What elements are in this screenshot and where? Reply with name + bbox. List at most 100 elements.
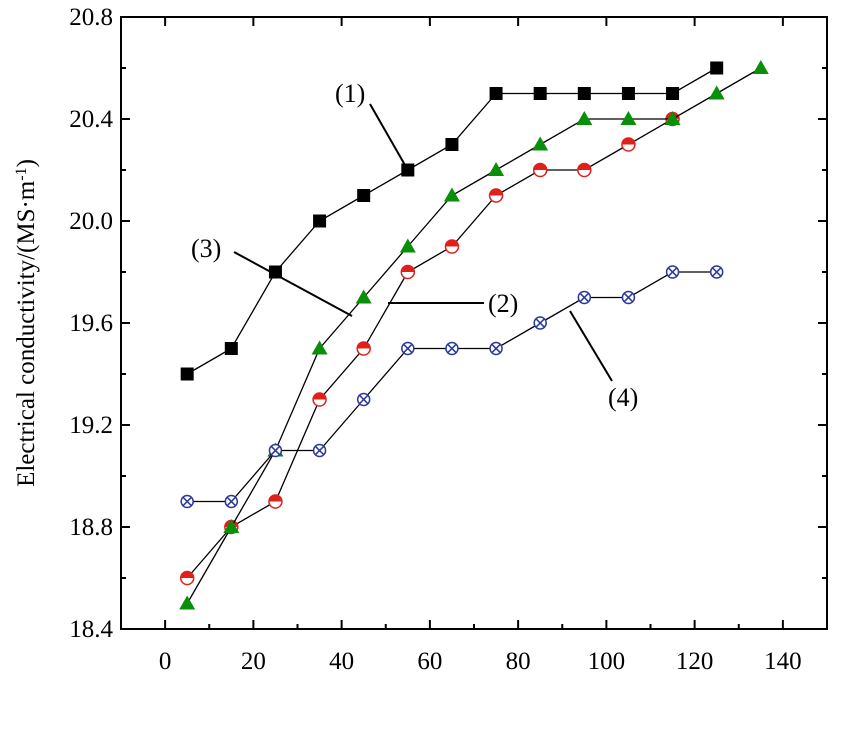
data-point-half-circle: [621, 137, 636, 152]
data-point-square: [533, 87, 547, 100]
data-point-crossed-circle: [312, 443, 327, 458]
y-axis-title-main: Electrical conductivity/(MS·m: [13, 180, 40, 487]
data-point-square: [577, 87, 591, 100]
data-point-triangle: [399, 238, 416, 253]
data-point-triangle: [223, 519, 240, 533]
series-line: [186, 67, 762, 604]
series-s4: [180, 265, 724, 509]
marker-fill: [268, 495, 282, 502]
data-point-triangle: [443, 187, 460, 202]
data-point-half-circle: [268, 494, 283, 509]
series-annotation: (2): [388, 289, 518, 318]
marker-cross: [623, 292, 634, 303]
data-point-half-circle: [444, 239, 460, 254]
annotations: (1) (2) (3) (4): [191, 79, 638, 412]
marker-fill: [357, 342, 371, 349]
data-point-square: [666, 87, 680, 100]
y-tick-label: 20.8: [69, 4, 113, 31]
y-tick-label: 20.0: [69, 208, 113, 235]
data-point-square: [621, 87, 635, 100]
data-point-crossed-circle: [709, 265, 724, 279]
marker-cross: [447, 343, 457, 354]
marker-fill: [445, 240, 459, 247]
marker-fill: [313, 393, 327, 400]
data-point-crossed-circle: [489, 341, 503, 356]
data-point-crossed-circle: [533, 316, 547, 330]
data-point-square: [445, 138, 459, 151]
data-point-square: [489, 87, 503, 100]
x-tick-label: 60: [417, 648, 442, 675]
data-point-half-circle: [577, 162, 592, 178]
data-point-crossed-circle: [401, 341, 415, 356]
data-point-triangle: [488, 162, 505, 176]
data-point-half-circle: [179, 570, 195, 586]
marker-cross: [314, 445, 325, 456]
data-point-half-circle: [356, 341, 371, 356]
data-point-triangle: [311, 340, 328, 355]
series-annotation: (1): [335, 79, 409, 171]
annotation-leader-line: [233, 251, 353, 317]
series-layer: [179, 60, 769, 610]
data-point-triangle: [620, 111, 637, 125]
data-point-triangle: [179, 595, 196, 610]
y-tick-label: 19.6: [69, 310, 113, 337]
y-tick-label: 18.8: [69, 514, 113, 541]
y-tick-label: 20.4: [69, 106, 113, 133]
marker-cross: [226, 496, 237, 507]
series-annotation: (3): [191, 234, 353, 317]
data-point-half-circle: [532, 162, 548, 178]
data-point-half-circle: [400, 264, 416, 280]
data-point-half-circle: [488, 188, 504, 203]
series-annotation: (4): [569, 310, 638, 412]
marker-fill: [533, 163, 547, 170]
y-axis-title-close: ): [13, 159, 40, 167]
y-tick-label: 19.2: [69, 412, 113, 439]
x-tick-label: 0: [159, 648, 172, 675]
data-point-triangle: [576, 111, 593, 125]
series-s1: [180, 61, 724, 381]
data-point-square: [357, 189, 371, 202]
data-point-triangle: [532, 136, 549, 151]
series-line: [186, 67, 718, 375]
annotation-leader-line: [569, 310, 613, 382]
data-point-square: [710, 61, 724, 75]
annotation-label: (2): [488, 289, 518, 318]
data-point-crossed-circle: [665, 265, 680, 279]
annotation-label: (1): [335, 79, 365, 108]
marker-cross: [579, 292, 590, 303]
y-axis-title: Electrical conductivity/(MS·m-1): [13, 159, 41, 487]
marker-fill: [180, 571, 194, 578]
x-tick-label: 20: [241, 648, 266, 675]
data-point-square: [224, 342, 238, 355]
marker-cross: [182, 496, 192, 507]
marker-fill: [401, 265, 415, 272]
marker-fill: [489, 189, 503, 196]
x-tick-label: 80: [506, 648, 531, 675]
data-point-triangle: [355, 289, 372, 304]
marker-cross: [491, 343, 501, 354]
annotation-label: (3): [191, 234, 221, 263]
annotation-leader-line: [369, 103, 409, 171]
data-point-crossed-circle: [577, 290, 592, 305]
data-point-square: [180, 367, 194, 381]
marker-cross: [358, 394, 369, 405]
marker-fill: [577, 163, 591, 170]
marker-cross: [667, 267, 678, 277]
series-s3: [179, 60, 769, 610]
marker-cross: [403, 343, 413, 354]
data-point-triangle: [708, 85, 725, 100]
data-point-square: [313, 214, 327, 228]
data-point-triangle: [664, 111, 681, 125]
x-tick-label: 120: [676, 648, 714, 675]
data-point-triangle: [752, 60, 769, 74]
y-axis-title-superscript: -1: [13, 167, 30, 180]
data-point-crossed-circle: [268, 443, 283, 458]
marker-fill: [621, 138, 635, 145]
x-tick-label: 100: [588, 648, 626, 675]
data-point-crossed-circle: [180, 494, 194, 509]
axes: 0 20 40 60 80 100 120 140 18.4 18.8 19.2 19.6 20.0 20…: [69, 4, 827, 675]
x-tick-label: 40: [329, 648, 354, 675]
data-point-crossed-circle: [356, 392, 371, 407]
x-tick-label: 140: [764, 648, 802, 675]
